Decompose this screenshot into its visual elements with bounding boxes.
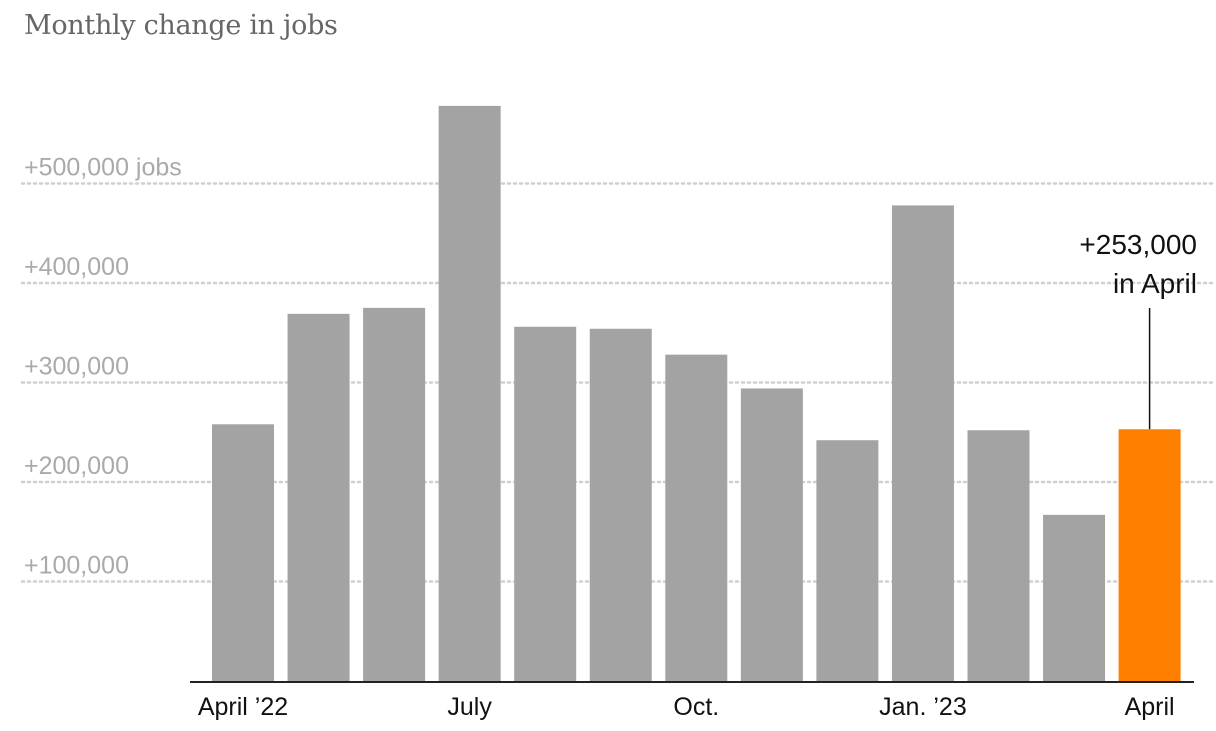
bar-highlight <box>1118 429 1181 681</box>
x-tick-label: July <box>447 693 492 721</box>
bar <box>589 328 652 681</box>
bar <box>1043 514 1106 681</box>
y-tick-label: +400,000 <box>24 253 129 281</box>
x-axis-labels: April ’22 July Oct. Jan. ’23 April <box>198 693 1175 721</box>
bars <box>212 105 1181 681</box>
annotation: +253,000 in April <box>1079 229 1197 430</box>
x-tick-label: Oct. <box>673 693 719 721</box>
annotation-label: in April <box>1113 268 1197 299</box>
bar <box>287 313 350 681</box>
bar <box>212 424 274 681</box>
bar <box>665 354 728 681</box>
y-tick-label: +200,000 <box>24 452 129 480</box>
annotation-value: +253,000 <box>1079 229 1197 260</box>
y-tick-label: +500,000 jobs <box>24 154 182 182</box>
bar <box>514 326 577 681</box>
x-tick-label: April ’22 <box>198 693 288 721</box>
y-tick-label: +100,000 <box>24 552 129 580</box>
bar <box>816 440 879 681</box>
bar <box>891 205 954 681</box>
y-axis-labels: +100,000 +200,000 +300,000 +400,000 +500,000… <box>24 154 182 580</box>
x-tick-label: April <box>1125 693 1175 721</box>
x-tick-label: Jan. ’23 <box>879 693 967 721</box>
bar <box>363 307 426 681</box>
bar <box>967 430 1030 681</box>
y-tick-label: +300,000 <box>24 353 129 381</box>
chart-title: Monthly change in jobs <box>24 10 338 41</box>
bar <box>740 388 803 681</box>
bar <box>438 105 501 681</box>
